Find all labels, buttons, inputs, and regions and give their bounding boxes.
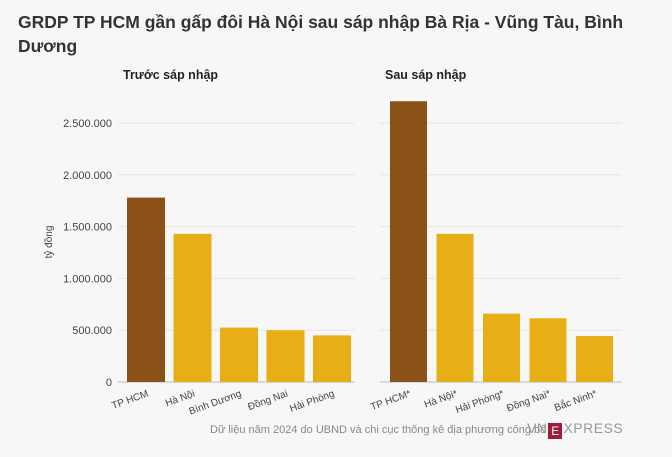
bar-before-4[interactable] [313, 335, 351, 382]
bar-after-4[interactable] [576, 335, 613, 382]
logo-left: VN [527, 420, 548, 436]
x-tick-label: Bình Dương [188, 388, 243, 417]
y-tick-label: 2.500.000 [63, 118, 112, 130]
x-tick-label: Bắc Ninh* [552, 387, 598, 414]
source-note: Dữ liệu năm 2024 do UBND và chi cục thốn… [210, 424, 547, 436]
logo-right: XPRESS [563, 420, 624, 436]
bar-before-0[interactable] [127, 197, 165, 382]
bar-after-1[interactable] [436, 233, 474, 382]
y-axis-label: tỷ đồng [43, 226, 55, 259]
logo-mark: E [548, 423, 563, 439]
y-tick-label: 1.500.000 [63, 222, 112, 234]
y-tick-label: 1.000.000 [63, 273, 112, 285]
bar-before-1[interactable] [173, 233, 212, 382]
y-tick-label: 2.000.000 [63, 170, 112, 182]
x-tick-label: Hải Phòng [288, 388, 336, 414]
y-tick-label: 500.000 [72, 325, 112, 337]
bar-before-2[interactable] [220, 327, 258, 382]
panel-title-after: Sau sáp nhập [385, 68, 467, 82]
bar-after-0[interactable] [390, 101, 427, 382]
x-tick-label: Đồng Nai [246, 388, 289, 414]
y-tick-label: 0 [106, 377, 112, 389]
bar-after-3[interactable] [529, 318, 567, 382]
x-tick-label: Hà Nội* [423, 388, 459, 410]
panel-title-before: Trước sáp nhập [123, 68, 219, 82]
vnexpress-logo[interactable]: VN E XPRESS [527, 420, 623, 439]
x-tick-label: TP HCM [110, 388, 150, 411]
x-tick-label: Đồng Nai* [505, 388, 552, 415]
x-tick-label: Hải Phòng* [454, 388, 505, 416]
bar-after-2[interactable] [483, 313, 520, 382]
chart-title: GRDP TP HCM gần gấp đôi Hà Nội sau sáp n… [18, 12, 624, 56]
bar-before-3[interactable] [266, 330, 305, 382]
x-tick-label: TP HCM* [369, 388, 412, 413]
